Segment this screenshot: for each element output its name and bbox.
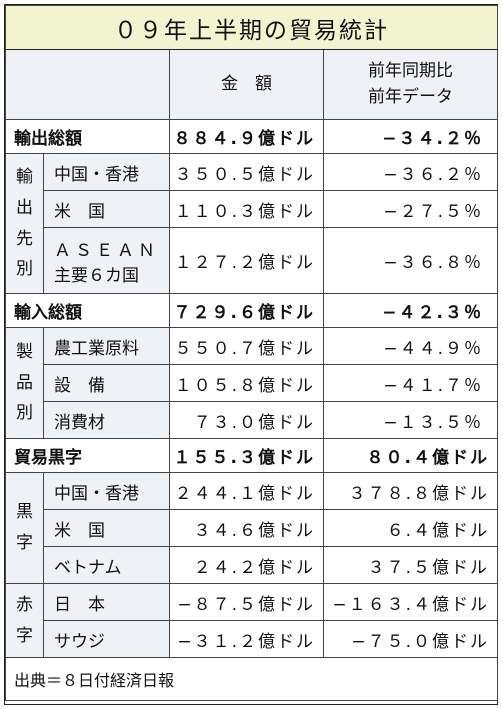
row-yoy: ６.４億ドル [323,509,498,547]
row-label: 農工業原料 [43,327,170,365]
table-row: 設 備 １０５.８億ドル −４１.７％ [6,364,498,402]
balance-total-label: 貿易黒字 [5,438,170,473]
row-amount: −３１.２億ドル [169,620,324,658]
table-row: 黒 字 中国・香港 ２４４.１億ドル ３７８.８億ドル [5,472,498,584]
table-row: 消費材 ７３.０億ドル −１３.５％ [6,401,498,439]
row-label: 日 本 [43,583,170,621]
row-amount: １１０.３億ドル [169,190,324,228]
row-label: 設 備 [43,364,170,402]
row-amount: ３５０.５億ドル [169,153,324,191]
row-label: ベトナム [43,546,170,584]
imports-total-amount: ７２９.６億ドル [169,293,324,328]
imports-total-yoy: −４２.３％ [323,293,498,328]
row-yoy: ３７.５億ドル [323,546,498,584]
row-amount: １０５.８億ドル [169,364,324,402]
row-yoy: −４４.９％ [323,327,498,365]
row-yoy: −７５.０億ドル [323,620,498,658]
header-yoy-line1: 前年同期比 [368,61,453,81]
row-amount: １２７.２億ドル [169,227,324,294]
exports-total-yoy: −３４.２％ [323,119,498,154]
row-amount: ２４.２億ドル [169,546,324,584]
imports-total-label: 輸入総額 [5,293,170,328]
row-label: 米 国 [43,509,170,547]
row-yoy: −３６.８％ [323,227,498,294]
balance-total-row: 貿易黒字 １５５.３億ドル ８０.４億ドル [5,438,498,473]
row-label: 中国・香港 [43,472,170,510]
row-label: 消費材 [43,401,170,439]
source-note: 出典＝８日付経済日報 [5,657,498,701]
header-amount: 金 額 [169,49,324,120]
exports-side-label: 輸 出 先 別 [5,153,44,294]
stats-table: ０９年上半期の貿易統計 金 額 前年同期比 前年データ 輸出総額 ８８４.９億ド… [5,5,498,701]
row-amount: ３４.６億ドル [169,509,324,547]
exports-total-label: 輸出総額 [5,119,170,154]
exports-total-amount: ８８４.９億ドル [169,119,324,154]
table-row: ベトナム ２４.２億ドル ３７.５億ドル [6,546,498,584]
table-row: 米 国 ３４.６億ドル ６.４億ドル [6,509,498,547]
row-amount: ５５０.７億ドル [169,327,324,365]
table-row: 輸 出 先 別 中国・香港 ３５０.５億ドル −３６.２％ [5,153,498,294]
row-yoy: −４１.７％ [323,364,498,402]
header-yoy: 前年同期比 前年データ [323,49,498,120]
row-amount: −８７.５億ドル [169,583,324,621]
row-yoy: −１３.５％ [323,401,498,439]
imports-side-label: 製 品 別 [5,327,44,439]
header-blank [5,49,170,120]
table-title: ０９年上半期の貿易統計 [5,5,498,50]
balance-total-yoy: ８０.４億ドル [323,438,498,473]
table-row: 製 品 別 農工業原料 ５５０.７億ドル −４４.９％ [5,327,498,439]
imports-total-row: 輸入総額 ７２９.６億ドル −４２.３％ [5,293,498,328]
deficit-side-label: 赤 字 [5,583,44,658]
table-row: 米 国 １１０.３億ドル −２７.５％ [6,190,498,228]
row-yoy: −３６.２％ [323,153,498,191]
balance-total-amount: １５５.３億ドル [169,438,324,473]
table-row: 赤 字 日 本 −８７.５億ドル −１６３.４億ドル [5,583,498,658]
row-yoy: −２７.５％ [323,190,498,228]
table-row: ＡＳＥＡＮ 主要６カ国 １２７.２億ドル −３６.８％ [6,227,498,294]
row-label: サウジ [43,620,170,658]
table-row: サウジ −３１.２億ドル −７５.０億ドル [6,620,498,658]
header-yoy-line2: 前年データ [368,86,453,107]
surplus-side-label: 黒 字 [5,472,44,584]
row-label: ＡＳＥＡＮ 主要６カ国 [43,227,170,294]
exports-total-row: 輸出総額 ８８４.９億ドル −３４.２％ [5,119,498,154]
row-yoy: ３７８.８億ドル [323,472,498,510]
row-label: 米 国 [43,190,170,228]
row-amount: ２４４.１億ドル [169,472,324,510]
row-amount: ７３.０億ドル [169,401,324,439]
row-yoy: −１６３.４億ドル [323,583,498,621]
row-label: 中国・香港 [43,153,170,191]
trade-statistics-table: ０９年上半期の貿易統計 金 額 前年同期比 前年データ 輸出総額 ８８４.９億ド… [4,4,498,705]
